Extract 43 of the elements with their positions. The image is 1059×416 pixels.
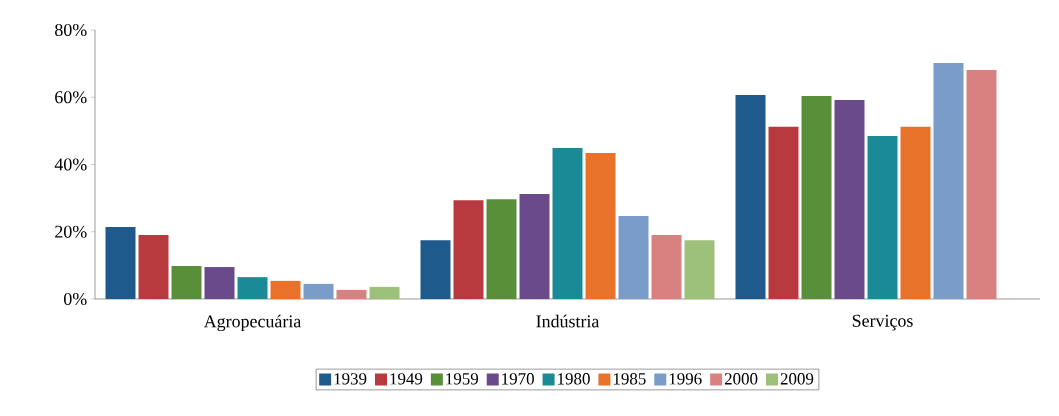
bar bbox=[303, 283, 334, 299]
bar bbox=[171, 266, 202, 299]
bar bbox=[138, 235, 169, 299]
bar bbox=[618, 215, 649, 299]
bar bbox=[369, 286, 400, 299]
bar bbox=[684, 240, 715, 299]
y-tick-label: 0% bbox=[64, 292, 87, 306]
x-tick-label: Serviços bbox=[852, 314, 913, 331]
legend-label: 1959 bbox=[446, 373, 479, 385]
bar bbox=[966, 70, 997, 299]
bar bbox=[486, 199, 517, 299]
legend-label: 1996 bbox=[669, 373, 702, 385]
x-tick-label: Indústria bbox=[536, 314, 600, 328]
bar bbox=[801, 95, 832, 299]
legend-label: 1985 bbox=[613, 373, 646, 385]
bar bbox=[453, 200, 484, 299]
bar bbox=[270, 280, 301, 299]
bar bbox=[204, 267, 235, 299]
legend-label: 1980 bbox=[558, 373, 590, 385]
bar bbox=[651, 235, 682, 299]
y-tick-label: 20% bbox=[55, 225, 87, 238]
x-tick-label: Agropecuária bbox=[203, 314, 302, 332]
legend-label: 1970 bbox=[502, 373, 534, 385]
legend-label: 1949 bbox=[390, 373, 423, 385]
bar bbox=[336, 289, 367, 299]
legend-label: 1939 bbox=[334, 373, 367, 385]
bar bbox=[768, 126, 799, 299]
y-tick-label: 40% bbox=[54, 158, 87, 171]
bar bbox=[867, 135, 898, 299]
bar bbox=[420, 240, 451, 299]
bar bbox=[552, 148, 583, 299]
y-tick-label: 80% bbox=[55, 23, 87, 37]
bar bbox=[900, 126, 931, 299]
bar bbox=[834, 99, 865, 299]
bar bbox=[933, 62, 964, 299]
bar bbox=[237, 277, 268, 299]
bar bbox=[519, 194, 550, 299]
bar bbox=[735, 94, 766, 299]
y-tick-label: 60% bbox=[55, 91, 87, 104]
legend-label: 2009 bbox=[780, 373, 814, 385]
bar bbox=[585, 153, 616, 299]
bar bbox=[105, 227, 136, 299]
legend-label: 2000 bbox=[724, 373, 758, 385]
